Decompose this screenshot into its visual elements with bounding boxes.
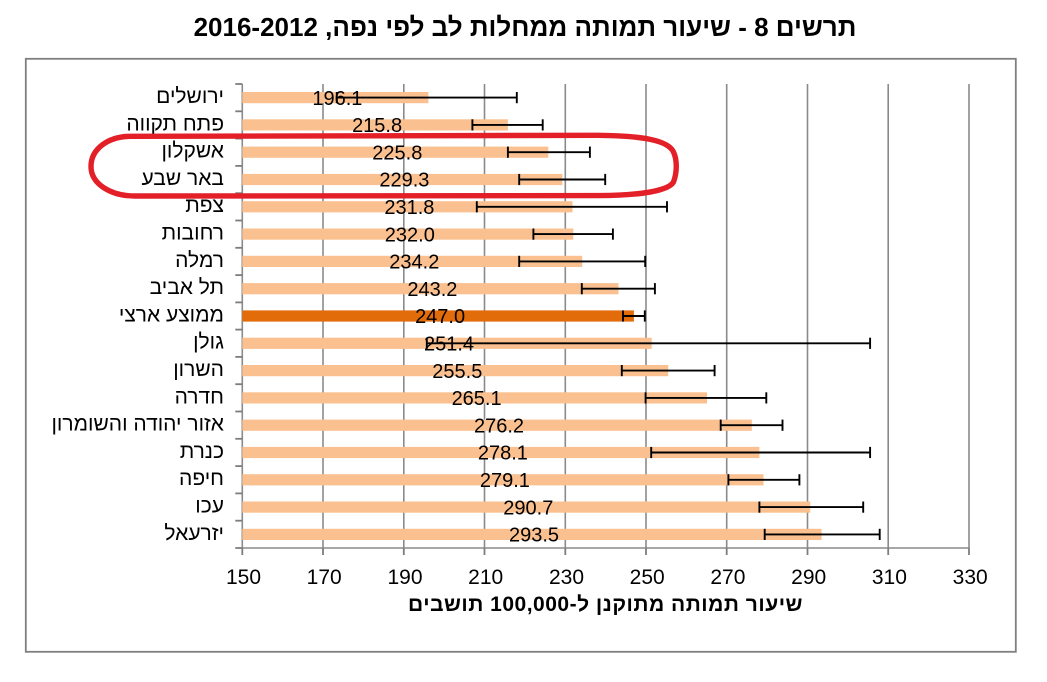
svg-text:278.1: 278.1 (478, 443, 528, 465)
svg-text:243.2: 243.2 (407, 279, 457, 301)
svg-text:265.1: 265.1 (452, 388, 502, 410)
svg-text:פתח תקווה: פתח תקווה (126, 112, 224, 135)
svg-text:שיעור תמותה מתוקנן ל-100,000 ת: שיעור תמותה מתוקנן ל-100,000 תושבים (408, 593, 803, 616)
svg-text:ירושלים: ירושלים (156, 85, 224, 108)
svg-text:חיפה: חיפה (179, 467, 224, 490)
svg-text:באר שבע: באר שבע (142, 167, 225, 190)
svg-text:230: 230 (549, 566, 584, 589)
svg-text:חדרה: חדרה (175, 385, 224, 408)
svg-text:אזור יהודה והשומרון: אזור יהודה והשומרון (51, 413, 224, 436)
svg-text:תל אביב: תל אביב (150, 276, 224, 299)
svg-text:255.5: 255.5 (432, 361, 482, 383)
svg-text:רמלה: רמלה (175, 249, 224, 272)
svg-text:293.5: 293.5 (509, 525, 559, 547)
svg-text:276.2: 276.2 (474, 415, 524, 437)
svg-text:215.8: 215.8 (352, 115, 402, 137)
svg-text:330: 330 (953, 566, 988, 589)
svg-text:יזרעאל: יזרעאל (164, 522, 224, 545)
svg-text:אשקלון: אשקלון (161, 140, 224, 163)
svg-text:עכו: עכו (195, 495, 224, 518)
svg-text:229.3: 229.3 (379, 170, 429, 192)
svg-text:290.7: 290.7 (503, 497, 553, 519)
svg-text:232.0: 232.0 (385, 224, 435, 246)
svg-text:225.8: 225.8 (372, 142, 422, 164)
svg-text:170: 170 (307, 566, 342, 589)
svg-text:251.4: 251.4 (424, 334, 474, 356)
svg-text:190: 190 (387, 566, 422, 589)
svg-text:270: 270 (710, 566, 745, 589)
svg-text:196.1: 196.1 (312, 88, 362, 110)
svg-text:150: 150 (226, 566, 261, 589)
svg-text:247.0: 247.0 (415, 306, 465, 328)
svg-text:250: 250 (630, 566, 665, 589)
svg-text:תרשים 8 - שיעור תמותה ממחלות ל: תרשים 8 - שיעור תמותה ממחלות לב לפי נפה,… (194, 12, 857, 42)
svg-text:ממוצע ארצי: ממוצע ארצי (119, 303, 224, 326)
svg-text:279.1: 279.1 (480, 470, 530, 492)
svg-text:צפת: צפת (185, 194, 224, 217)
svg-text:310: 310 (872, 566, 907, 589)
svg-text:כנרת: כנרת (180, 440, 224, 463)
svg-text:רחובות: רחובות (162, 222, 224, 245)
svg-text:210: 210 (468, 566, 503, 589)
svg-text:290: 290 (791, 566, 826, 589)
svg-text:234.2: 234.2 (389, 252, 439, 274)
svg-text:השרון: השרון (173, 358, 224, 381)
svg-text:גולן: גולן (193, 331, 224, 354)
svg-text:231.8: 231.8 (384, 197, 434, 219)
